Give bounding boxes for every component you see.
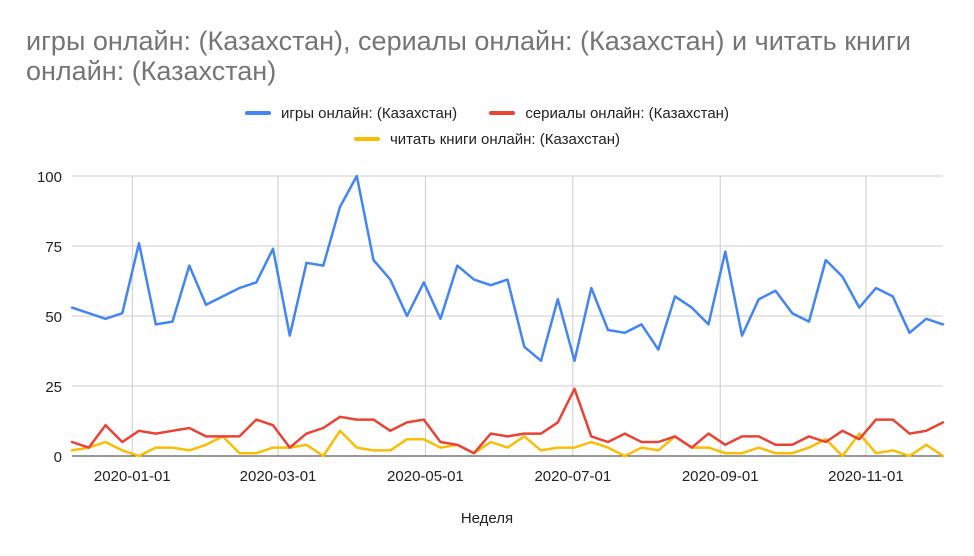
legend-item-books[interactable]: читать книги онлайн: (Казахстан) xyxy=(353,131,620,148)
x-tick-label: 2020-07-01 xyxy=(534,468,611,485)
legend-label-series: сериалы онлайн: (Казахстан) xyxy=(525,105,729,122)
legend-swatch-series xyxy=(489,111,516,116)
legend-label-books: читать книги онлайн: (Казахстан) xyxy=(389,131,620,148)
series-line-series xyxy=(70,387,945,455)
series-line-games xyxy=(70,174,945,363)
y-tick-label: 75 xyxy=(45,239,62,256)
x-tick-label: 2020-01-01 xyxy=(94,468,171,485)
series-line-books xyxy=(70,429,945,458)
x-tick-label: 2020-09-01 xyxy=(682,468,759,485)
x-tick-label: 2020-03-01 xyxy=(240,468,317,485)
legend-row-2: читать книги онлайн: (Казахстан) xyxy=(0,131,974,148)
legend-item-series[interactable]: сериалы онлайн: (Казахстан) xyxy=(489,105,729,122)
x-tick-label: 2020-11-01 xyxy=(828,468,904,485)
y-tick-label: 50 xyxy=(45,309,62,326)
legend-label-games: игры онлайн: (Казахстан) xyxy=(281,105,458,122)
legend: игры онлайн: (Казахстан) сериалы онлайн:… xyxy=(0,105,974,122)
legend-swatch-games xyxy=(245,111,272,116)
y-tick-label: 25 xyxy=(45,379,62,396)
chart-title: игры онлайн: (Казахстан), сериалы онлайн… xyxy=(26,26,911,86)
legend-item-games[interactable]: игры онлайн: (Казахстан) xyxy=(245,105,457,122)
x-tick-label: 2020-05-01 xyxy=(387,468,464,485)
y-tick-label: 100 xyxy=(37,169,62,186)
y-tick-label: 0 xyxy=(54,449,62,466)
legend-swatch-books xyxy=(353,137,380,142)
x-axis-label: Неделя xyxy=(460,510,514,527)
